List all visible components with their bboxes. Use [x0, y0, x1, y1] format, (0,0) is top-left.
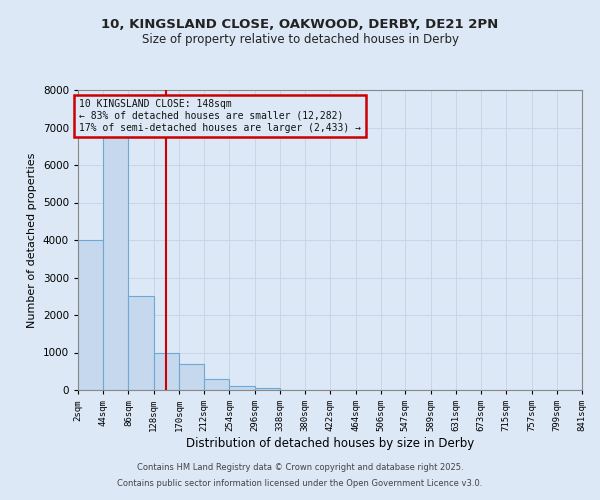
Text: 10 KINGSLAND CLOSE: 148sqm
← 83% of detached houses are smaller (12,282)
17% of : 10 KINGSLAND CLOSE: 148sqm ← 83% of deta… [79, 100, 361, 132]
Bar [254, 388, 280, 390]
Bar [128, 296, 154, 390]
Y-axis label: Number of detached properties: Number of detached properties [27, 152, 37, 328]
Text: Contains HM Land Registry data © Crown copyright and database right 2025.: Contains HM Land Registry data © Crown c… [137, 464, 463, 472]
Bar [78, 240, 103, 390]
Text: Size of property relative to detached houses in Derby: Size of property relative to detached ho… [142, 32, 458, 46]
Text: Contains public sector information licensed under the Open Government Licence v3: Contains public sector information licen… [118, 478, 482, 488]
Bar [179, 364, 204, 390]
Text: 10, KINGSLAND CLOSE, OAKWOOD, DERBY, DE21 2PN: 10, KINGSLAND CLOSE, OAKWOOD, DERBY, DE2… [101, 18, 499, 30]
Bar [204, 379, 229, 390]
Bar [103, 120, 128, 390]
X-axis label: Distribution of detached houses by size in Derby: Distribution of detached houses by size … [186, 437, 474, 450]
Bar [229, 386, 254, 390]
Bar [154, 352, 179, 390]
